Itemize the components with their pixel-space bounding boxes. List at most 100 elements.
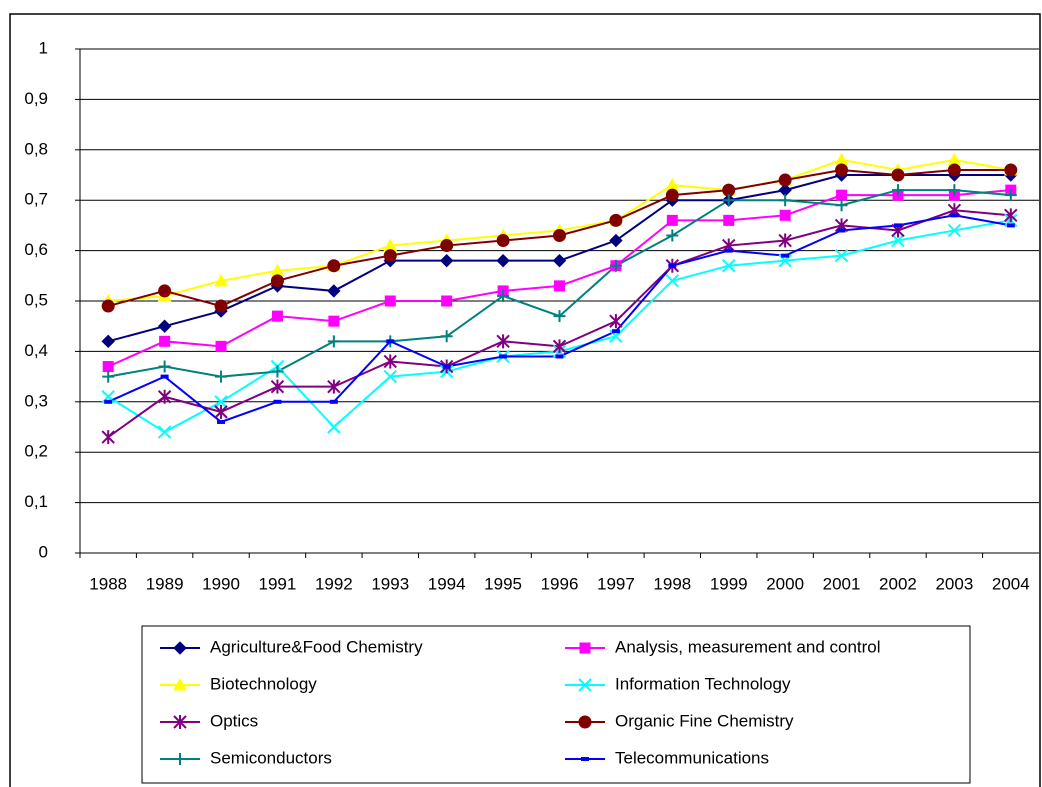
marker <box>891 168 905 182</box>
marker <box>722 194 735 207</box>
marker <box>327 259 341 273</box>
marker <box>441 295 453 307</box>
marker <box>778 233 792 248</box>
marker <box>609 259 622 272</box>
marker <box>273 399 282 404</box>
marker <box>214 273 228 287</box>
legend-box <box>141 625 971 784</box>
marker <box>327 420 341 434</box>
x-tick-label: 2000 <box>766 574 804 593</box>
legend-label: Biotechnology <box>210 674 317 693</box>
marker <box>552 339 567 354</box>
y-tick-label: 0 <box>39 542 48 561</box>
marker <box>215 340 227 352</box>
x-tick-label: 1989 <box>146 574 184 593</box>
marker <box>173 641 187 655</box>
marker <box>611 329 620 334</box>
marker <box>440 239 454 253</box>
marker <box>779 209 791 221</box>
marker <box>157 319 172 333</box>
marker <box>724 248 733 253</box>
marker <box>581 757 589 761</box>
marker <box>609 314 623 329</box>
marker <box>384 295 396 307</box>
marker <box>948 184 961 197</box>
y-tick-label: 0,6 <box>24 240 48 259</box>
marker <box>496 334 510 349</box>
legend-label: Organic Fine Chemistry <box>615 711 794 730</box>
marker <box>271 365 284 378</box>
marker <box>554 280 565 292</box>
y-tick-label: 0,8 <box>24 139 48 158</box>
marker <box>668 263 677 268</box>
marker <box>947 223 962 238</box>
marker <box>214 395 228 409</box>
marker <box>1004 208 1018 223</box>
marker <box>442 364 451 369</box>
x-tick-label: 1997 <box>597 574 635 593</box>
marker <box>723 214 735 226</box>
marker <box>666 229 679 242</box>
marker <box>496 253 510 268</box>
marker <box>157 389 172 404</box>
y-tick-label: 0,2 <box>24 442 48 461</box>
marker <box>327 335 340 348</box>
marker <box>891 184 904 197</box>
marker <box>383 354 397 369</box>
marker <box>328 315 340 327</box>
marker <box>779 194 792 207</box>
marker <box>215 370 228 383</box>
legend-label: Optics <box>210 711 258 730</box>
marker <box>158 360 171 373</box>
x-tick-label: 1993 <box>371 574 409 593</box>
marker <box>665 274 680 288</box>
marker <box>499 354 508 359</box>
marker <box>329 399 338 404</box>
marker <box>722 259 736 273</box>
marker <box>837 228 846 233</box>
x-tick-label: 1990 <box>202 574 240 593</box>
marker <box>386 339 395 344</box>
legend-label: Semiconductors <box>210 748 332 767</box>
y-tick-label: 0,1 <box>24 492 48 511</box>
y-tick-label: 0,7 <box>24 190 48 209</box>
marker <box>270 379 285 394</box>
x-tick-label: 1996 <box>541 574 579 593</box>
marker <box>834 248 849 263</box>
marker <box>552 253 567 268</box>
x-tick-label: 1999 <box>710 574 748 593</box>
marker <box>609 233 623 248</box>
x-tick-label: 1995 <box>484 574 522 593</box>
marker <box>579 642 591 654</box>
x-tick-label: 1991 <box>259 574 297 593</box>
marker <box>497 289 510 302</box>
marker <box>101 334 115 349</box>
x-tick-label: 1988 <box>89 574 127 593</box>
marker <box>383 249 397 263</box>
y-tick-label: 0,5 <box>24 290 48 309</box>
x-tick-label: 1992 <box>315 574 353 593</box>
marker <box>665 188 679 202</box>
marker <box>578 678 592 692</box>
marker <box>578 715 592 729</box>
legend-label: Analysis, measurement and control <box>615 637 881 656</box>
x-tick-label: 2002 <box>879 574 917 593</box>
marker <box>1006 223 1015 228</box>
y-tick-label: 0,4 <box>24 341 48 360</box>
marker <box>327 284 341 298</box>
marker <box>383 369 397 384</box>
x-tick-label: 1998 <box>653 574 691 593</box>
legend-label: Telecommunications <box>615 748 769 767</box>
y-tick-label: 1 <box>39 38 48 57</box>
marker <box>270 274 284 288</box>
marker <box>950 213 959 218</box>
marker <box>101 299 115 313</box>
marker <box>947 163 961 177</box>
marker <box>174 753 186 765</box>
marker <box>835 163 849 177</box>
marker <box>104 399 113 404</box>
legend-label: Agriculture&Food Chemistry <box>210 637 423 656</box>
marker <box>160 374 169 379</box>
marker <box>159 335 171 347</box>
